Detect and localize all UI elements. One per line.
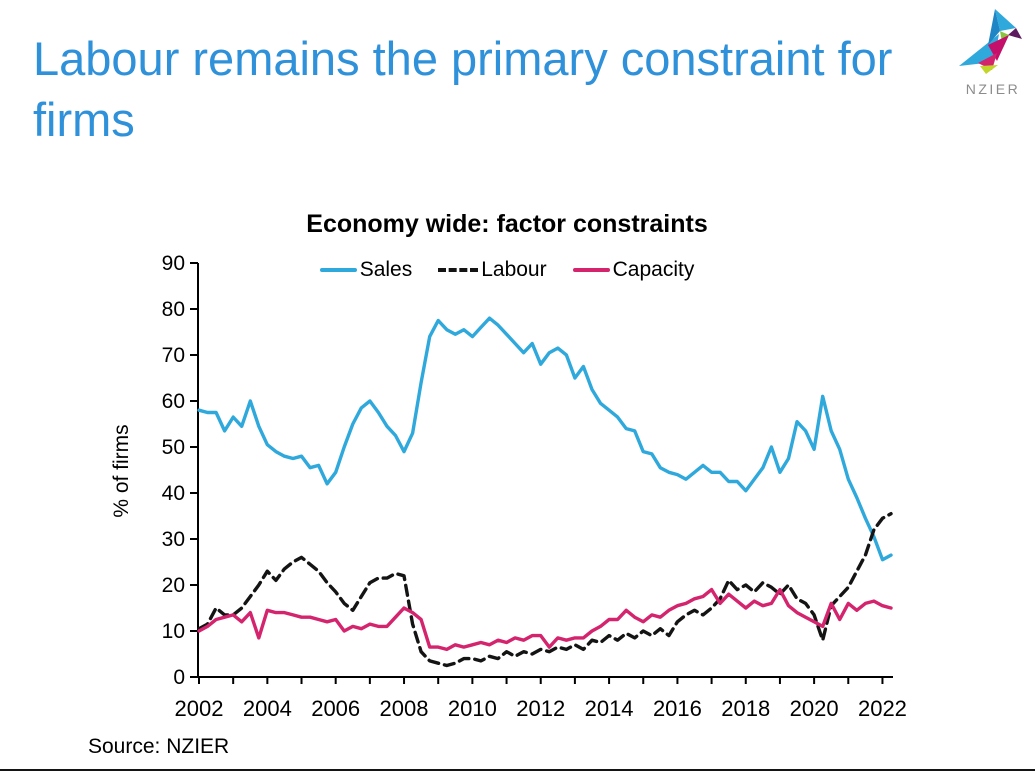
svg-text:10: 10 [162,620,185,643]
svg-text:90: 90 [162,252,185,275]
nzier-logo: NZIER [953,4,1033,102]
capacity-line-swatch-icon [572,268,610,272]
page-title: Labour remains the primary constraint fo… [33,32,893,147]
chart-legend: Sales Labour Capacity [132,258,882,282]
svg-text:30: 30 [162,528,185,551]
svg-text:50: 50 [162,436,185,459]
legend-label-sales: Sales [359,258,413,281]
svg-text:2008: 2008 [380,696,429,721]
svg-text:0: 0 [173,666,185,689]
legend-item-capacity: Capacity [572,258,695,282]
svg-text:20: 20 [162,574,185,597]
labour-dashed-swatch-icon [438,268,479,272]
svg-text:40: 40 [162,482,185,505]
svg-text:60: 60 [162,390,185,413]
legend-label-labour: Labour [481,258,547,281]
svg-text:2014: 2014 [585,696,634,721]
svg-text:2022: 2022 [858,696,907,721]
svg-text:80: 80 [162,298,185,321]
svg-text:2016: 2016 [653,696,702,721]
svg-text:2018: 2018 [721,696,770,721]
svg-text:2020: 2020 [790,696,839,721]
svg-text:70: 70 [162,344,185,367]
sales-line-swatch-icon [319,268,357,272]
legend-item-labour: Labour [438,258,547,282]
source-note: Source: NZIER [88,735,230,758]
svg-text:2012: 2012 [516,696,565,721]
chart-title: Economy wide: factor constraints [306,210,708,238]
nzier-logo-text: NZIER [966,81,1021,97]
svg-text:2004: 2004 [243,696,292,721]
legend-item-sales: Sales [319,258,413,282]
nzier-bird-icon: NZIER [959,9,1022,97]
svg-text:2002: 2002 [175,696,224,721]
svg-text:2006: 2006 [311,696,360,721]
legend-label-capacity: Capacity [612,258,695,281]
svg-text:2010: 2010 [448,696,497,721]
